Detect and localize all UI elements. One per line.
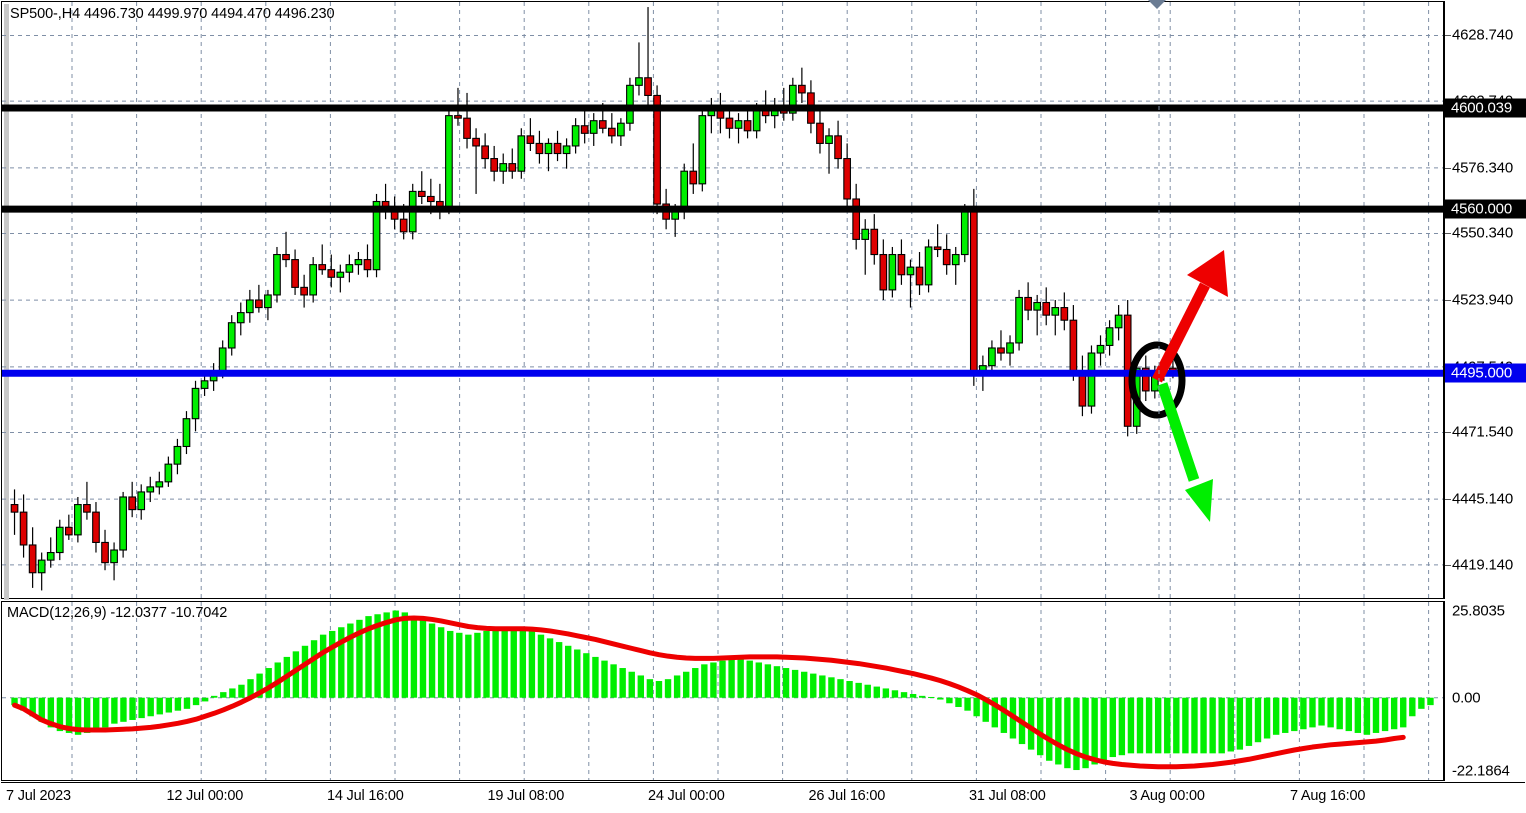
price-axis-label: 4471.540 <box>1452 423 1513 441</box>
price-chart-panel[interactable]: SP500-,H4 4496.730 4499.970 4494.470 449… <box>1 1 1444 600</box>
price-axis-tick <box>1445 167 1451 169</box>
price-axis-tick <box>1445 300 1451 302</box>
time-axis-label: 26 Jul 16:00 <box>808 788 886 804</box>
price-axis-label: 4445.140 <box>1452 490 1513 508</box>
macd-axis: 25.8035 0.00 -22.1864 <box>1444 601 1525 781</box>
price-axis-tick <box>1445 499 1451 501</box>
price-level-badge: 4560.000 <box>1445 199 1526 219</box>
macd-panel[interactable]: MACD(12,26,9) -12.0377 -10.7042 <box>1 601 1444 781</box>
macd-axis-label: 25.8035 <box>1452 602 1505 620</box>
price-axis-label: 4628.740 <box>1452 26 1513 44</box>
price-axis-label: 4523.940 <box>1452 291 1513 309</box>
price-axis-tick <box>1445 233 1451 235</box>
time-axis-label: 3 Aug 00:00 <box>1129 788 1205 804</box>
price-axis-label: 4550.340 <box>1452 224 1513 242</box>
price-axis-tick <box>1445 564 1451 566</box>
price-axis-tick <box>1445 35 1451 37</box>
price-axis-label: 4419.140 <box>1452 556 1513 574</box>
time-axis-label: 31 Jul 08:00 <box>969 788 1046 804</box>
price-plot-area[interactable] <box>2 2 1443 598</box>
macd-indicator-label: MACD(12,26,9) -12.0377 -10.7042 <box>7 605 228 621</box>
time-axis-label: 14 Jul 16:00 <box>327 788 404 804</box>
macd-axis-label: 0.00 <box>1452 689 1481 707</box>
chart-symbol-title: SP500-,H4 4496.730 4499.970 4494.470 449… <box>10 6 335 22</box>
time-axis-label: 12 Jul 00:00 <box>166 788 244 804</box>
time-axis-label: 19 Jul 08:00 <box>487 788 565 804</box>
triangle-down-marker-icon <box>1148 0 1166 9</box>
time-axis-label: 7 Aug 16:00 <box>1290 788 1366 804</box>
highlight-circle <box>1128 341 1186 419</box>
macd-axis-label: -22.1864 <box>1452 762 1510 780</box>
time-axis-label: 7 Jul 2023 <box>6 788 71 804</box>
price-axis-tick <box>1445 432 1451 434</box>
price-axis: 4628.7404602.7404576.3404550.3404523.940… <box>1444 1 1526 599</box>
price-level-badge: 4495.000 <box>1445 363 1526 383</box>
time-axis-label: 24 Jul 00:00 <box>648 788 725 804</box>
time-axis: 7 Jul 2023 12 Jul 00:00 14 Jul 16:00 19 Jul… <box>1 782 1525 812</box>
price-axis-label: 4576.340 <box>1452 159 1513 177</box>
chart-scrollbar[interactable] <box>4 4 9 600</box>
macd-plot-area[interactable] <box>2 602 1443 780</box>
price-level-badge: 4600.039 <box>1445 98 1526 118</box>
